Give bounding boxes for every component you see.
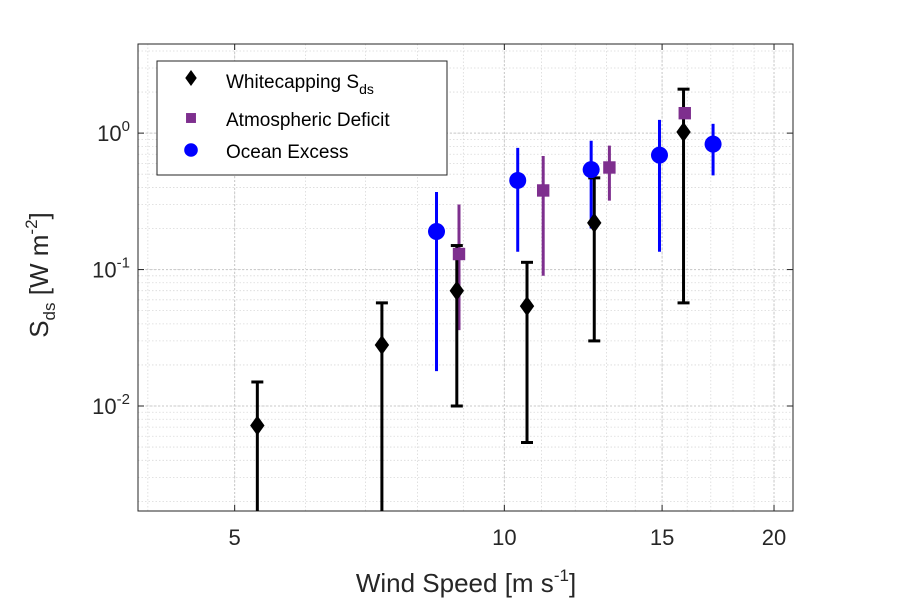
- legend-label-atmospheric-deficit: Atmospheric Deficit: [226, 110, 390, 131]
- x-axis-label-main: Wind Speed [m s: [356, 568, 554, 598]
- x-tick-label: 20: [762, 525, 786, 550]
- legend-marker: [185, 70, 197, 86]
- plot-area-border: [137, 43, 794, 512]
- legend-symbols: [184, 70, 198, 157]
- x-axis-label-tail: ]: [569, 568, 576, 598]
- legend: Whitecapping Sds Atmospheric Deficit Oce…: [156, 60, 448, 176]
- y-tick-label-base: 10: [97, 121, 121, 146]
- y-axis-label-base: S: [24, 320, 54, 337]
- legend-marker: [184, 143, 198, 157]
- legend-label-whitecapping-base: Whitecapping S: [226, 72, 359, 93]
- y-axis-label-sup: -2: [22, 219, 41, 234]
- data-point: [582, 161, 600, 179]
- y-tick-label: 10-1: [92, 255, 130, 283]
- y-tick-label-base: 10: [92, 258, 116, 283]
- data-point: [519, 296, 535, 317]
- data-point: [452, 247, 466, 261]
- legend-label-whitecapping-sub: ds: [359, 81, 374, 97]
- legend-label-ocean-excess-base: Ocean Excess: [226, 142, 349, 163]
- legend-label-ocean-excess: Ocean Excess: [226, 142, 349, 163]
- legend-box: [156, 60, 448, 176]
- legend-marker: [186, 113, 196, 123]
- legend-label-whitecapping: Whitecapping Sds: [226, 72, 374, 97]
- data-point: [603, 161, 616, 174]
- y-tick-label-exp: -1: [117, 255, 130, 272]
- y-tick-label-exp: -2: [117, 391, 130, 408]
- y-axis-label-rest: [W m: [24, 235, 54, 303]
- y-axis-label: Sds [W m-2]: [22, 212, 59, 338]
- error-bars: [251, 87, 715, 511]
- data-point: [536, 184, 550, 197]
- data-point: [374, 334, 390, 355]
- y-axis-label-tail: ]: [24, 212, 54, 219]
- x-axis-label: Wind Speed [m s-1]: [356, 566, 576, 598]
- data-point: [676, 121, 691, 142]
- y-tick-label: 10-2: [92, 391, 130, 419]
- data-point: [428, 223, 446, 241]
- data-point: [250, 415, 265, 436]
- y-tick-label: 100: [97, 118, 130, 146]
- plot-frame: [137, 43, 794, 512]
- data-markers: [250, 106, 722, 436]
- data-point: [449, 280, 465, 301]
- data-point: [650, 146, 668, 164]
- x-tick-label: 15: [650, 525, 674, 550]
- x-tick-label: 10: [492, 525, 516, 550]
- y-axis-label-sub: ds: [40, 302, 59, 320]
- x-axis-label-sup: -1: [554, 566, 569, 585]
- data-point: [587, 212, 602, 233]
- data-point: [678, 106, 691, 120]
- y-tick-label-exp: 0: [122, 118, 130, 135]
- legend-label-atmospheric-deficit-base: Atmospheric Deficit: [226, 110, 390, 131]
- data-point: [704, 135, 722, 153]
- x-tick-label: 5: [229, 525, 241, 550]
- y-tick-label-base: 10: [92, 394, 116, 419]
- data-point: [509, 171, 527, 189]
